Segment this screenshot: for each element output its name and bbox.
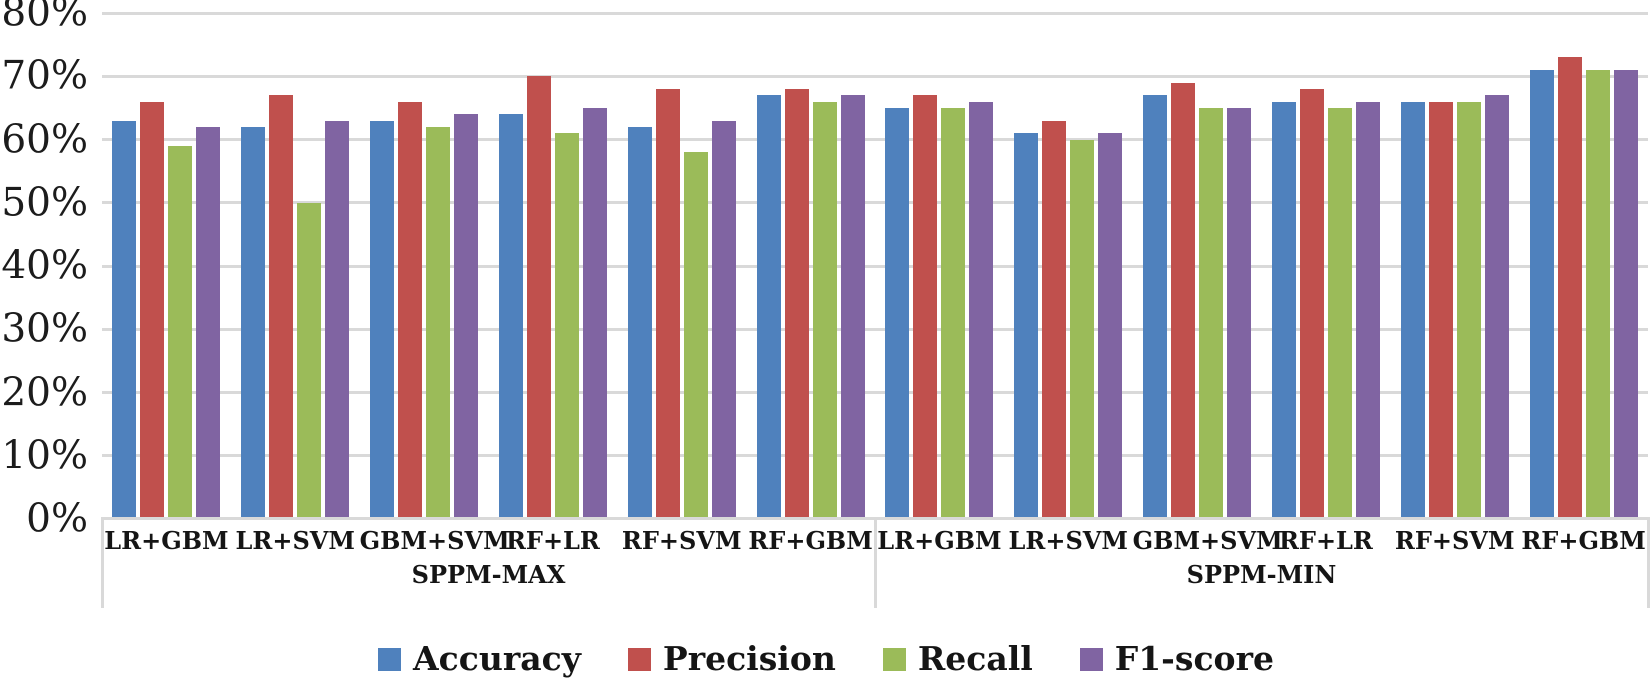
y-axis-label: 10% <box>1 433 88 479</box>
legend-item-recall: Recall <box>882 639 1033 678</box>
bar-recall-6 <box>941 107 966 519</box>
chart-legend: Accuracy Precision Recall F1-score <box>0 641 1652 677</box>
bar-accuracy-8 <box>1143 95 1168 519</box>
category-label: LR+SVM <box>235 526 355 555</box>
y-axis-label: 70% <box>1 53 88 99</box>
legend-label: Recall <box>917 639 1033 678</box>
legend-label: Accuracy <box>413 639 581 678</box>
bar-precision-11 <box>1557 57 1582 519</box>
bar-precision-3 <box>526 76 551 519</box>
y-axis-label: 50% <box>1 180 88 226</box>
gridline-50 <box>102 201 1648 205</box>
y-axis-label: 40% <box>1 243 88 289</box>
bar-accuracy-9 <box>1271 101 1296 519</box>
y-axis-label: 60% <box>1 117 88 162</box>
bar-accuracy-10 <box>1400 101 1425 519</box>
y-axis-label: 0% <box>26 496 88 542</box>
legend-item-precision: Precision <box>627 639 836 678</box>
category-label: GBM+SVM <box>1132 526 1283 555</box>
bar-accuracy-4 <box>627 126 652 519</box>
bar-accuracy-3 <box>498 114 523 519</box>
legend-item-f1-score: F1-score <box>1079 639 1274 678</box>
bar-f1-score-5 <box>840 95 865 519</box>
gridline-60 <box>102 138 1648 141</box>
legend-swatch-f1-score <box>1079 647 1103 671</box>
bar-f1-score-0 <box>196 126 221 519</box>
axis-band-border-2 <box>1646 517 1650 608</box>
bar-recall-7 <box>1070 139 1095 519</box>
bar-precision-6 <box>913 95 938 519</box>
bar-accuracy-7 <box>1014 133 1039 519</box>
category-label: LR+GBM <box>877 526 1002 555</box>
gridline-10 <box>102 454 1648 458</box>
group-label: SPPM-MAX <box>411 560 566 589</box>
legend-item-accuracy: Accuracy <box>378 641 581 677</box>
category-label: LR+SVM <box>1008 526 1128 555</box>
gridline-20 <box>102 391 1648 394</box>
bar-precision-10 <box>1428 101 1453 519</box>
category-label: RF+LR <box>505 526 600 555</box>
bar-f1-score-3 <box>582 107 607 519</box>
gridline-40 <box>102 264 1648 268</box>
axis-band-border-0 <box>100 517 104 608</box>
bar-accuracy-11 <box>1529 69 1554 519</box>
y-axis-label: 20% <box>1 370 88 415</box>
bar-accuracy-2 <box>370 120 395 519</box>
bar-accuracy-6 <box>885 107 910 519</box>
legend-label: Precision <box>662 639 836 678</box>
bar-f1-score-1 <box>325 120 350 519</box>
bar-accuracy-1 <box>241 126 266 519</box>
bar-recall-8 <box>1199 107 1224 519</box>
category-label: GBM+SVM <box>359 526 510 555</box>
legend-swatch-recall <box>882 647 906 671</box>
bar-precision-2 <box>398 101 423 519</box>
bar-f1-score-9 <box>1355 101 1380 519</box>
bar-precision-4 <box>655 88 680 519</box>
category-label: RF+GBM <box>1521 526 1646 555</box>
bar-precision-7 <box>1042 120 1067 519</box>
y-axis-label: 30% <box>1 306 88 352</box>
bar-f1-score-8 <box>1227 107 1252 519</box>
bar-recall-10 <box>1456 101 1481 519</box>
bar-precision-5 <box>784 88 809 519</box>
legend-swatch-accuracy <box>378 647 402 671</box>
category-label: RF+SVM <box>1394 526 1515 555</box>
legend-swatch-precision <box>627 647 651 671</box>
category-label: RF+LR <box>1278 526 1373 555</box>
gridline-70 <box>102 74 1648 78</box>
gridline-80 <box>102 11 1648 15</box>
bar-f1-score-10 <box>1484 95 1509 519</box>
category-label: LR+GBM <box>104 526 229 555</box>
bar-precision-8 <box>1171 82 1196 519</box>
bar-f1-score-6 <box>969 101 994 519</box>
bar-recall-0 <box>168 145 193 519</box>
bar-recall-9 <box>1327 107 1352 519</box>
bar-recall-1 <box>297 202 322 519</box>
bar-recall-11 <box>1585 69 1610 519</box>
bar-f1-score-2 <box>454 114 479 519</box>
bar-f1-score-4 <box>711 120 736 519</box>
bar-accuracy-5 <box>756 95 781 519</box>
bar-f1-score-11 <box>1613 69 1638 519</box>
axis-band-border-1 <box>873 517 877 608</box>
bar-accuracy-0 <box>112 120 137 519</box>
y-axis-label: 80% <box>1 0 88 36</box>
bar-recall-2 <box>426 126 451 519</box>
bar-f1-score-7 <box>1098 133 1123 519</box>
bar-precision-9 <box>1299 88 1324 519</box>
category-label: RF+GBM <box>748 526 873 555</box>
bar-precision-0 <box>140 101 165 519</box>
bar-recall-4 <box>683 152 708 519</box>
bar-precision-1 <box>269 95 294 519</box>
legend-label: F1-score <box>1114 639 1274 678</box>
gridline-30 <box>102 327 1648 331</box>
bar-recall-3 <box>554 133 579 519</box>
group-label: SPPM-MIN <box>1186 560 1337 589</box>
bar-recall-5 <box>812 101 837 519</box>
category-label: RF+SVM <box>621 526 742 555</box>
